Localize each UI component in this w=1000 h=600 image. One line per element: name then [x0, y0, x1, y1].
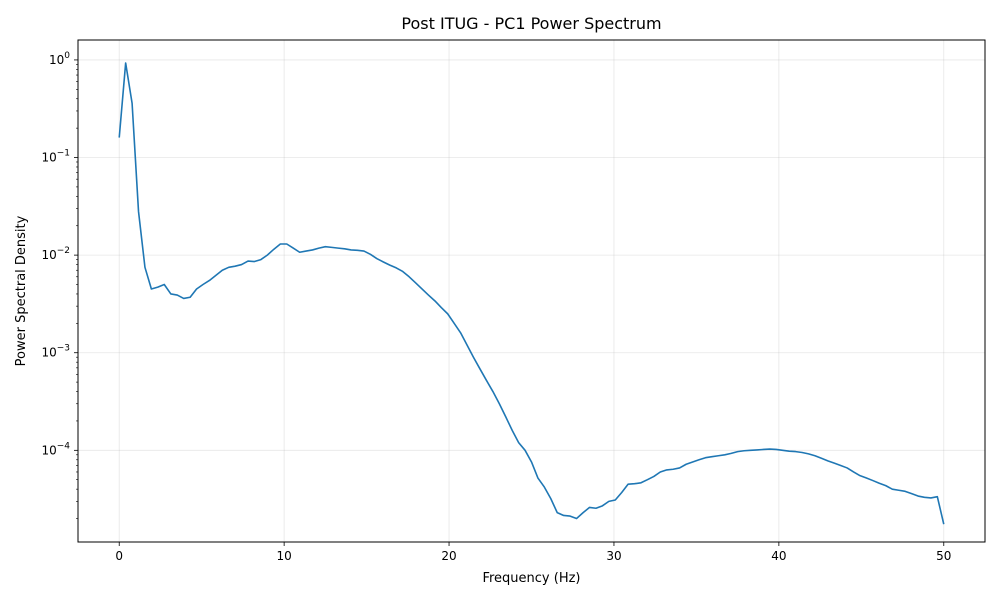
- y-tick-label: 10−1: [41, 149, 70, 165]
- y-axis: 10−4 10−3 10−2 10−1 100: [41, 51, 78, 519]
- y-tick-label: 10−3: [41, 344, 70, 360]
- y-tick-label: 100: [49, 51, 70, 67]
- x-tick-label: 10: [276, 549, 291, 563]
- series-line: [118, 62, 945, 525]
- x-tick-label: 30: [606, 549, 621, 563]
- x-axis-label: Frequency (Hz): [482, 571, 580, 586]
- x-tick-label: 20: [441, 549, 456, 563]
- x-tick-label: 0: [115, 549, 123, 563]
- plot-area: [118, 62, 945, 525]
- y-tick-label: 10−4: [41, 441, 70, 457]
- y-tick-label: 10−2: [41, 246, 70, 262]
- grid: [78, 40, 985, 542]
- x-tick-label: 40: [771, 549, 786, 563]
- chart-title: Post ITUG - PC1 Power Spectrum: [401, 14, 661, 33]
- x-tick-label: 50: [936, 549, 951, 563]
- x-axis: 0 10 20 30 40 50: [115, 542, 951, 563]
- y-axis-label: Power Spectral Density: [14, 215, 29, 366]
- axes-frame: [77, 39, 986, 543]
